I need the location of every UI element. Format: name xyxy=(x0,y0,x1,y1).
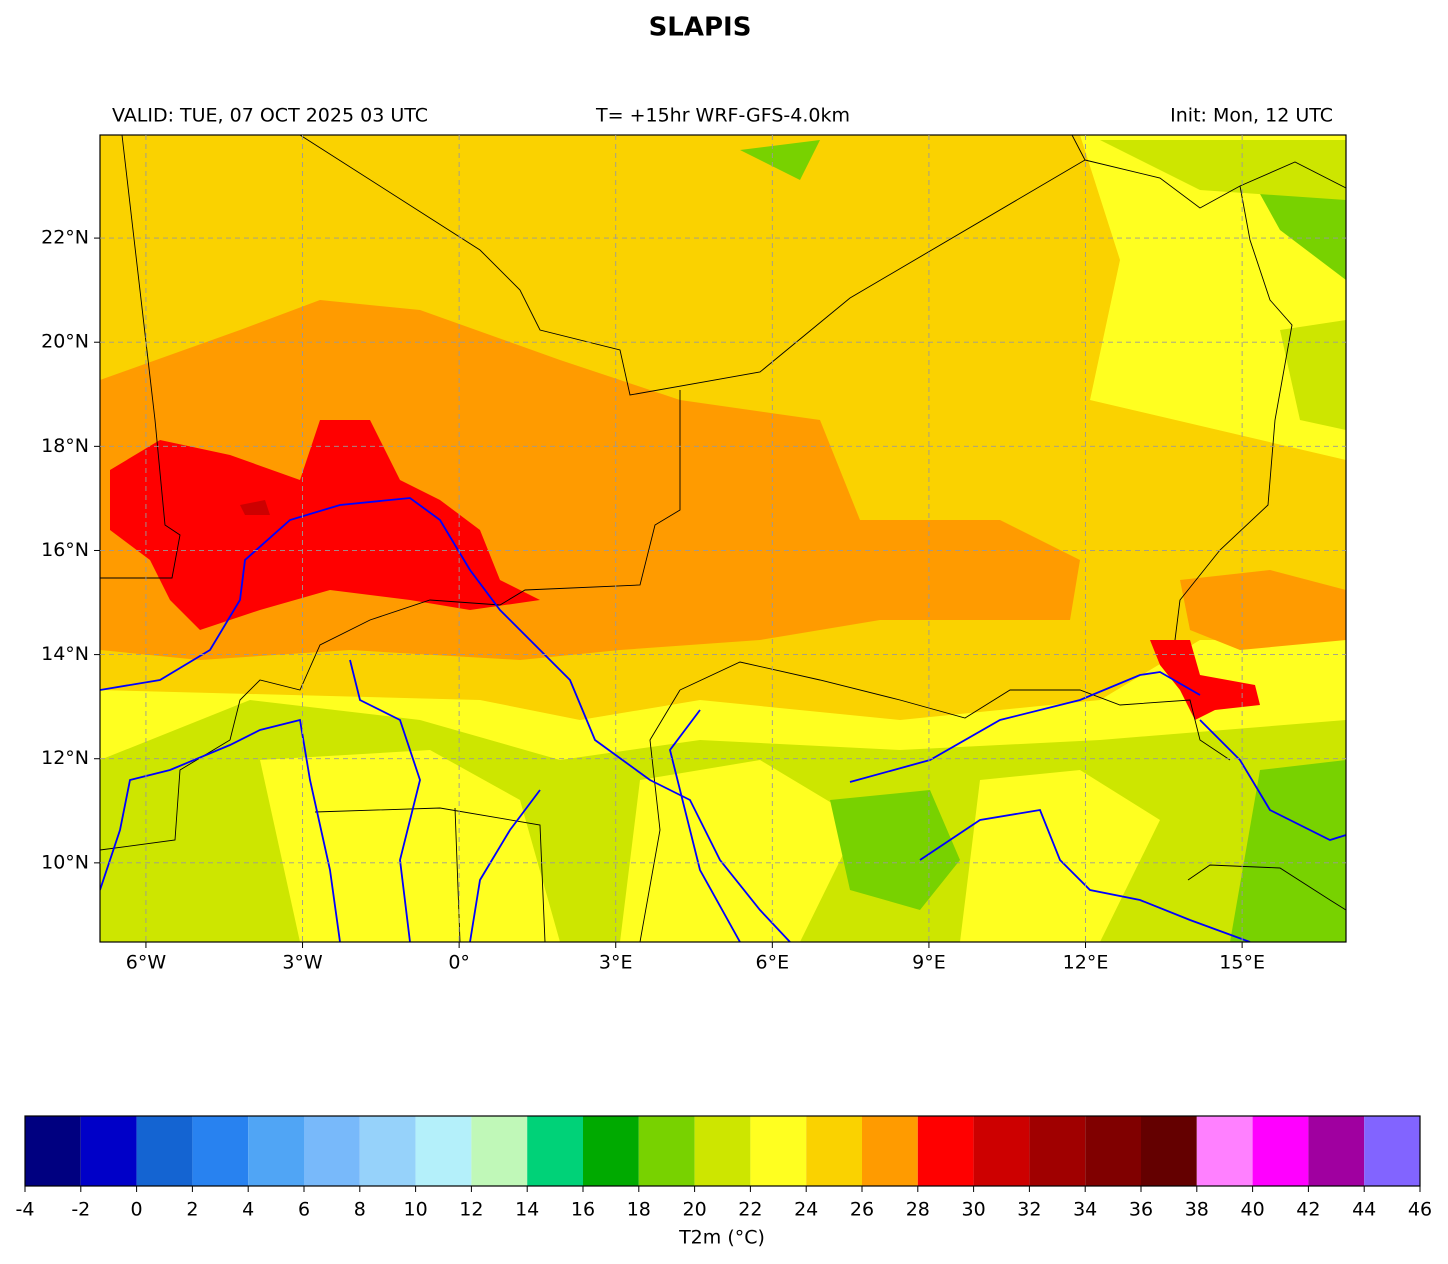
colorbar-segment xyxy=(806,1116,862,1186)
lat-tick-label: 10°N xyxy=(41,851,89,873)
forecast-hour: T= +15hr WRF-GFS-4.0km xyxy=(595,105,850,127)
colorbar-tick-label: 16 xyxy=(571,1199,595,1221)
lat-tick-label: 12°N xyxy=(41,747,89,769)
colorbar-tick-label: 10 xyxy=(404,1199,428,1221)
colorbar-segment xyxy=(750,1116,807,1186)
colorbar-segment xyxy=(415,1116,472,1186)
lat-tick-label: 18°N xyxy=(41,435,89,457)
colorbar-tick-label: 38 xyxy=(1185,1199,1209,1221)
graticule xyxy=(94,135,1346,948)
colorbar-frame xyxy=(24,1115,1421,1187)
title: SLAPIS xyxy=(649,13,752,43)
colorbar-segment xyxy=(1364,1116,1420,1186)
colorbar-segment xyxy=(471,1116,528,1186)
colorbar-segment xyxy=(136,1116,193,1186)
colorbar-segment xyxy=(638,1116,695,1186)
colorbar-tick-label: 22 xyxy=(738,1199,762,1221)
colorbar-tick-label: 24 xyxy=(794,1199,818,1221)
colorbar-segment xyxy=(694,1116,751,1186)
lat-tick-label: 14°N xyxy=(41,643,89,665)
colorbar-segment xyxy=(583,1116,639,1186)
colorbar-tick-label: 44 xyxy=(1352,1199,1376,1221)
colorbar-tick-label: 20 xyxy=(683,1199,707,1221)
colorbar-tick-label: 4 xyxy=(242,1199,254,1221)
lat-tick-label: 16°N xyxy=(41,539,89,561)
lon-tick-label: 9°E xyxy=(912,952,946,974)
colorbar-segment xyxy=(25,1116,81,1186)
colorbar: -4 -2 0 2 4 6 8 10 12 14 16 18 20 22 24 26 28 30 32 34 36 38 4… xyxy=(16,1115,1432,1221)
colorbar-tick-label: 28 xyxy=(906,1199,930,1221)
colorbar-tick-label: 8 xyxy=(354,1199,366,1221)
colorbar-segment xyxy=(248,1116,304,1186)
colorbar-tick-label: 32 xyxy=(1017,1199,1041,1221)
colorbar-tick-label: 12 xyxy=(459,1199,483,1221)
init-time: Init: Mon, 12 UTC xyxy=(1170,105,1333,127)
colorbar-tick-label: 40 xyxy=(1241,1199,1265,1221)
colorbar-tick-label: 36 xyxy=(1129,1199,1153,1221)
lon-tick-label: 3°E xyxy=(599,952,633,974)
colorbar-label: T2m (°C) xyxy=(678,1227,765,1249)
colorbar-segment xyxy=(1196,1116,1253,1186)
colorbar-tick-label: 46 xyxy=(1408,1199,1432,1221)
lon-tick-label: 0° xyxy=(448,952,470,974)
borders xyxy=(100,135,1346,942)
colorbar-segment xyxy=(917,1116,974,1186)
lon-tick-label: 15°E xyxy=(1219,952,1265,974)
rivers xyxy=(100,497,1346,942)
colorbar-segment xyxy=(192,1116,249,1186)
colorbar-segment xyxy=(1029,1116,1086,1186)
colorbar-segment xyxy=(1085,1116,1141,1186)
colorbar-tick-label: 6 xyxy=(298,1199,310,1221)
lat-tick-label: 20°N xyxy=(41,331,89,353)
map-frame xyxy=(99,134,1347,943)
colorbar-tick-label: 26 xyxy=(850,1199,874,1221)
colorbar-segment xyxy=(359,1116,416,1186)
colorbar-segment xyxy=(1141,1116,1197,1186)
colorbar-segment xyxy=(1308,1116,1365,1186)
colorbar-tick-label: 34 xyxy=(1073,1199,1097,1221)
lon-tick-label: 12°E xyxy=(1063,952,1109,974)
colorbar-segment xyxy=(973,1116,1030,1186)
colorbar-segment xyxy=(304,1116,360,1186)
colorbar-tick-label: 30 xyxy=(962,1199,986,1221)
lon-tick-label: 3°W xyxy=(282,952,323,974)
colorbar-segment xyxy=(1252,1116,1309,1186)
colorbar-tick-label: 14 xyxy=(515,1199,539,1221)
temperature-field xyxy=(100,135,1346,942)
lat-tick-label: 22°N xyxy=(41,227,89,249)
colorbar-segment xyxy=(527,1116,583,1186)
colorbar-tick-label: 42 xyxy=(1296,1199,1320,1221)
colorbar-tick-label: -4 xyxy=(16,1199,35,1221)
colorbar-tick-label: 2 xyxy=(186,1199,198,1221)
colorbar-segment xyxy=(80,1116,137,1186)
colorbar-tick-label: 0 xyxy=(131,1199,143,1221)
colorbar-tick-label: 18 xyxy=(627,1199,651,1221)
colorbar-tick-label: -2 xyxy=(71,1199,90,1221)
colorbar-segment xyxy=(862,1116,918,1186)
lon-tick-label: 6°E xyxy=(756,952,790,974)
valid-time: VALID: TUE, 07 OCT 2025 03 UTC xyxy=(112,105,428,127)
lon-tick-label: 6°W xyxy=(126,952,167,974)
